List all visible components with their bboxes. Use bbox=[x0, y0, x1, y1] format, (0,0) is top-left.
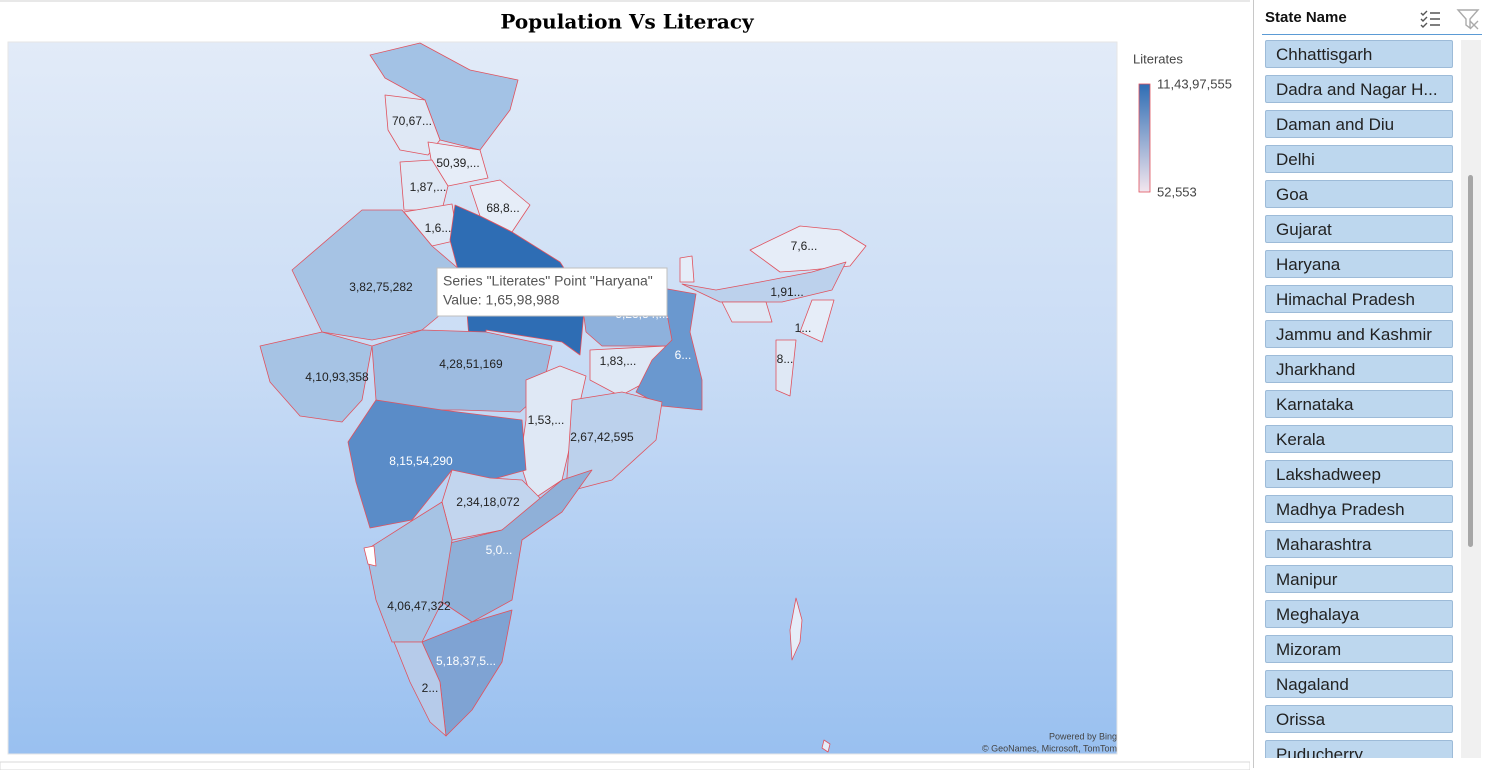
state-region bbox=[384, 94, 441, 156]
slicer-item[interactable]: Puducherry bbox=[1265, 740, 1453, 758]
slicer-item[interactable]: Lakshadweep bbox=[1265, 460, 1453, 488]
state-region bbox=[393, 641, 447, 737]
scrollbar-thumb[interactable] bbox=[1468, 175, 1473, 547]
data-label: 1... bbox=[795, 321, 812, 335]
state-region bbox=[441, 469, 593, 623]
slicer-item[interactable]: Mizoram bbox=[1265, 635, 1453, 663]
chart: Population Vs Literacy 70,67... bbox=[0, 0, 1250, 770]
slicer-item[interactable]: Karnataka bbox=[1265, 390, 1453, 418]
slicer-icons bbox=[1420, 9, 1480, 30]
data-label: 1,83,... bbox=[600, 354, 637, 368]
slicer-items: Chhattisgarh Dadra and Nagar H... Daman an… bbox=[1254, 0, 1489, 758]
sheet-row bbox=[0, 761, 1250, 770]
data-label: 68,8... bbox=[486, 201, 519, 215]
state-region bbox=[789, 597, 803, 661]
state-region bbox=[259, 331, 373, 423]
slicer-item[interactable]: Daman and Diu bbox=[1265, 110, 1453, 138]
legend-title: Literates bbox=[1133, 51, 1183, 66]
data-label: 4,06,47,322 bbox=[387, 599, 451, 613]
slicer-item[interactable]: Manipur bbox=[1265, 565, 1453, 593]
attribution: © GeoNames, Microsoft, TomTom bbox=[982, 743, 1117, 753]
data-label: 2... bbox=[422, 681, 439, 695]
tooltip-value: Value: 1,65,98,988 bbox=[443, 292, 560, 308]
legend-min: 52,553 bbox=[1157, 184, 1197, 199]
data-label: 8,15,54,290 bbox=[389, 454, 453, 468]
data-label: 3,82,75,282 bbox=[349, 280, 413, 294]
multi-select-icon[interactable] bbox=[1420, 10, 1440, 28]
legend-max: 11,43,97,555 bbox=[1157, 76, 1232, 91]
data-label: 8... bbox=[777, 352, 794, 366]
slicer-item[interactable]: Goa bbox=[1265, 180, 1453, 208]
slicer-header: State Name bbox=[1265, 9, 1347, 26]
clear-filter-icon[interactable] bbox=[1456, 9, 1480, 30]
scrollbar[interactable] bbox=[1461, 40, 1481, 758]
data-label: 50,39,... bbox=[436, 156, 479, 170]
state-region bbox=[721, 301, 773, 323]
legend-scale bbox=[1138, 83, 1151, 193]
state-region bbox=[775, 339, 797, 397]
data-label: 5,0... bbox=[486, 543, 513, 557]
tooltip: Series "Literates" Point "Haryana" Value… bbox=[436, 267, 668, 317]
data-label: 1,91... bbox=[770, 285, 803, 299]
data-label: 5,18,37,5... bbox=[436, 654, 496, 668]
slicer-item[interactable]: Dadra and Nagar H... bbox=[1265, 75, 1453, 103]
chart-title: Population Vs Literacy bbox=[500, 10, 755, 34]
slicer-item[interactable]: Himachal Pradesh bbox=[1265, 285, 1453, 313]
slicer-item[interactable]: Orissa bbox=[1265, 705, 1453, 733]
state-region bbox=[365, 501, 453, 643]
data-label: 2,34,18,072 bbox=[456, 495, 520, 509]
slicer-item[interactable]: Jammu and Kashmir bbox=[1265, 320, 1453, 348]
state-region bbox=[799, 299, 835, 343]
slicer-item[interactable]: Jharkhand bbox=[1265, 355, 1453, 383]
data-label: 6... bbox=[675, 348, 692, 362]
slicer-item[interactable]: Maharashtra bbox=[1265, 530, 1453, 558]
slicer-item[interactable]: Nagaland bbox=[1265, 670, 1453, 698]
attribution: Powered by Bing bbox=[1049, 731, 1117, 741]
slicer-item[interactable]: Delhi bbox=[1265, 145, 1453, 173]
state-region bbox=[679, 255, 695, 283]
slicer-item[interactable]: Gujarat bbox=[1265, 215, 1453, 243]
slicer-item[interactable]: Kerala bbox=[1265, 425, 1453, 453]
state-region bbox=[363, 545, 377, 567]
state-region bbox=[369, 42, 519, 151]
data-label: 7,6... bbox=[791, 239, 818, 253]
data-label: 70,67... bbox=[392, 114, 432, 128]
state-region bbox=[469, 179, 531, 233]
state-region bbox=[821, 739, 831, 753]
slicer-item[interactable]: Meghalaya bbox=[1265, 600, 1453, 628]
data-label: 4,10,93,358 bbox=[305, 370, 369, 384]
data-label: 4,28,51,169 bbox=[439, 357, 503, 371]
data-label: 2,67,42,595 bbox=[570, 430, 634, 444]
data-label: 1,87,... bbox=[410, 180, 447, 194]
state-region bbox=[749, 225, 867, 273]
state-region bbox=[589, 345, 667, 397]
state-region bbox=[635, 287, 703, 411]
data-label: 1,6... bbox=[425, 221, 452, 235]
state-region bbox=[399, 159, 449, 211]
data-label: 1,53,... bbox=[528, 413, 565, 427]
slicer-item[interactable]: Chhattisgarh bbox=[1265, 40, 1453, 68]
slicer-item[interactable]: Haryana bbox=[1265, 250, 1453, 278]
slicer: Chhattisgarh Dadra and Nagar H... Daman an… bbox=[1253, 0, 1489, 768]
slicer-divider bbox=[1262, 34, 1482, 35]
tooltip-box bbox=[436, 267, 668, 317]
slicer-item[interactable]: Madhya Pradesh bbox=[1265, 495, 1453, 523]
tooltip-title: Series "Literates" Point "Haryana" bbox=[443, 273, 653, 289]
legend: Literates 11,43,97,555 52,553 bbox=[1133, 51, 1232, 199]
